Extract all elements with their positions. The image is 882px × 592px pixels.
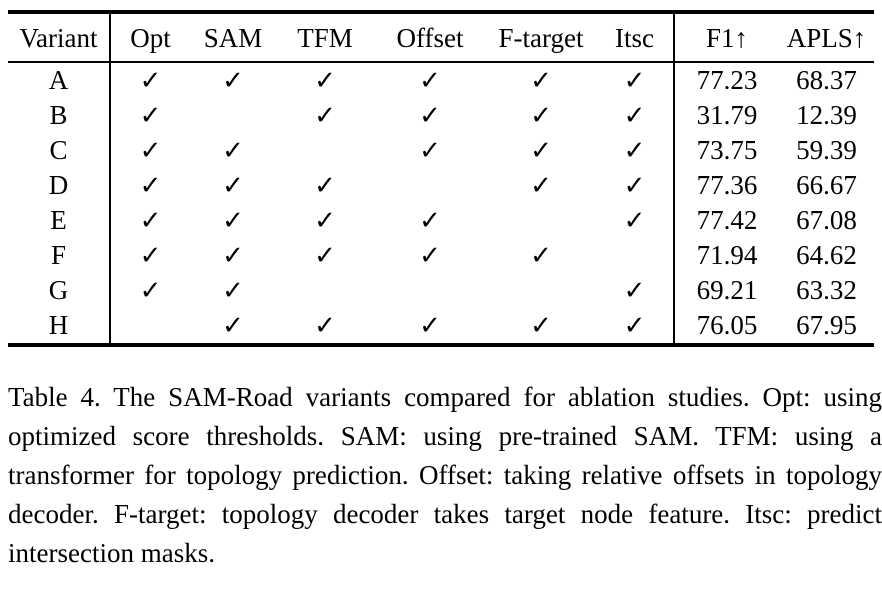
check-cell: ✓ <box>139 171 162 200</box>
check-cell <box>374 168 486 203</box>
metric-cell: 31.79 <box>696 100 758 130</box>
variant-cell: D <box>8 168 111 203</box>
check-cell: ✓ <box>222 136 244 165</box>
check-cell: ✓ <box>222 241 244 270</box>
check-cell: ✓ <box>139 241 162 270</box>
column-header-f1: F1↑ <box>674 12 779 63</box>
metric-cell: 64.62 <box>796 240 857 270</box>
metric-cell: 77.42 <box>696 205 758 235</box>
check-cell: ✓ <box>139 136 162 165</box>
table-caption: Table 4. The SAM-Road variants compared … <box>8 382 882 568</box>
check-cell: ✓ <box>596 133 675 168</box>
variant-cell: F <box>8 238 111 273</box>
metric-cell: 73.75 <box>696 135 758 165</box>
check-cell: ✓ <box>314 206 336 235</box>
check-cell: ✓ <box>530 136 552 165</box>
variant-cell: A <box>8 62 111 98</box>
table-row: G ✓ ✓ ✓ 69.21 63.32 <box>8 273 874 308</box>
check-cell <box>190 98 276 133</box>
table-row: A ✓ ✓ ✓ ✓ ✓ ✓ 77.23 68.37 <box>8 62 874 98</box>
metric-cell: 67.08 <box>796 205 857 235</box>
check-cell: ✓ <box>596 203 675 238</box>
metric-cell: 77.36 <box>696 170 758 200</box>
variant-cell: G <box>8 273 111 308</box>
column-header-f-target: F-target <box>486 12 596 63</box>
metric-cell: 68.37 <box>796 65 857 95</box>
check-cell: ✓ <box>530 311 552 340</box>
check-cell: ✓ <box>596 168 675 203</box>
metric-cell: 71.94 <box>696 240 758 270</box>
check-cell: ✓ <box>530 171 552 200</box>
check-cell <box>374 273 486 308</box>
check-cell <box>596 238 675 273</box>
column-header-tfm: TFM <box>276 12 374 63</box>
column-header-opt: Opt <box>110 12 190 63</box>
table-row: E ✓ ✓ ✓ ✓ ✓ 77.42 67.08 <box>8 203 874 238</box>
table-row: H ✓ ✓ ✓ ✓ ✓ 76.05 67.95 <box>8 308 874 345</box>
check-cell: ✓ <box>596 62 675 98</box>
header-row: Variant Opt SAM TFM Offset F-target Itsc… <box>8 12 874 63</box>
variant-cell: H <box>8 308 111 345</box>
check-cell: ✓ <box>139 206 162 235</box>
check-cell: ✓ <box>530 101 552 130</box>
check-cell: ✓ <box>139 276 162 305</box>
metric-cell: 67.95 <box>796 310 857 340</box>
check-cell: ✓ <box>419 66 441 95</box>
ablation-table: Variant Opt SAM TFM Offset F-target Itsc… <box>8 10 874 347</box>
metric-cell: 77.23 <box>696 65 758 95</box>
check-cell: ✓ <box>419 101 441 130</box>
check-cell: ✓ <box>314 241 336 270</box>
check-cell: ✓ <box>139 66 162 95</box>
table-row: F ✓ ✓ ✓ ✓ ✓ 71.94 64.62 <box>8 238 874 273</box>
check-cell <box>486 203 596 238</box>
check-cell: ✓ <box>314 101 336 130</box>
check-cell: ✓ <box>419 136 441 165</box>
check-cell <box>276 273 374 308</box>
column-header-variant: Variant <box>8 12 111 63</box>
column-header-itsc: Itsc <box>596 12 675 63</box>
metric-cell: 76.05 <box>696 310 758 340</box>
check-cell <box>276 133 374 168</box>
variant-cell: E <box>8 203 111 238</box>
table-body: A ✓ ✓ ✓ ✓ ✓ ✓ 77.23 68.37 B ✓ ✓ ✓ ✓ ✓ 31.79 12.39 C ✓ ✓ ✓ ✓ ✓ 7… <box>8 62 874 345</box>
check-cell: ✓ <box>596 98 675 133</box>
check-cell: ✓ <box>419 311 441 340</box>
check-cell: ✓ <box>314 66 336 95</box>
check-cell <box>110 308 190 345</box>
check-cell: ✓ <box>530 66 552 95</box>
column-header-offset: Offset <box>374 12 486 63</box>
check-cell: ✓ <box>222 171 244 200</box>
check-cell: ✓ <box>222 276 244 305</box>
metric-cell: 69.21 <box>696 275 758 305</box>
table-row: B ✓ ✓ ✓ ✓ ✓ 31.79 12.39 <box>8 98 874 133</box>
check-cell: ✓ <box>419 206 441 235</box>
metric-cell: 66.67 <box>796 170 857 200</box>
table-header: Variant Opt SAM TFM Offset F-target Itsc… <box>8 12 874 63</box>
check-cell: ✓ <box>419 241 441 270</box>
check-cell: ✓ <box>596 308 675 345</box>
column-header-sam: SAM <box>190 12 276 63</box>
check-cell: ✓ <box>139 101 162 130</box>
table-row: D ✓ ✓ ✓ ✓ ✓ 77.36 66.67 <box>8 168 874 203</box>
check-cell: ✓ <box>314 171 336 200</box>
variant-cell: C <box>8 133 111 168</box>
check-cell: ✓ <box>222 206 244 235</box>
variant-cell: B <box>8 98 111 133</box>
check-cell: ✓ <box>596 273 675 308</box>
check-cell: ✓ <box>222 66 244 95</box>
check-cell: ✓ <box>314 311 336 340</box>
column-header-apls: APLS↑ <box>779 12 874 63</box>
check-cell: ✓ <box>222 311 244 340</box>
check-cell <box>486 273 596 308</box>
metric-cell: 12.39 <box>796 100 857 130</box>
metric-cell: 59.39 <box>796 135 857 165</box>
table-row: C ✓ ✓ ✓ ✓ ✓ 73.75 59.39 <box>8 133 874 168</box>
metric-cell: 63.32 <box>796 275 857 305</box>
check-cell: ✓ <box>530 241 552 270</box>
